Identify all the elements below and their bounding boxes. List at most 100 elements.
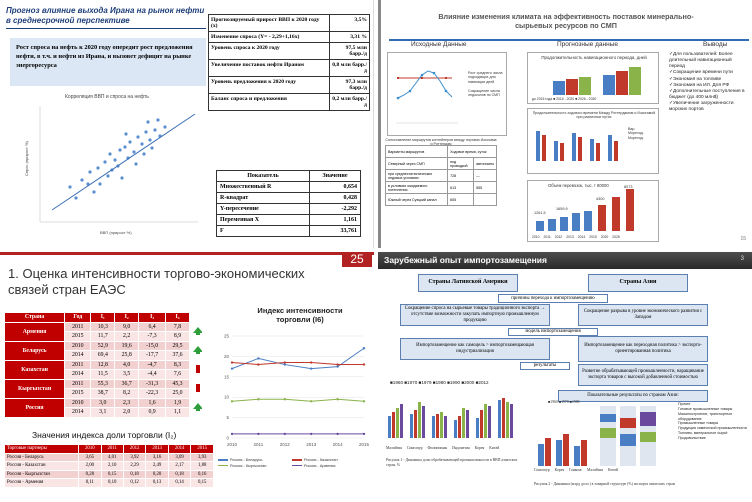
trend-line xyxy=(51,113,196,211)
index-cell: 37,6 xyxy=(165,350,190,361)
value-cell: 0,15 xyxy=(100,469,124,479)
cell: в условиях ожидаемого потепления xyxy=(384,181,449,194)
arrow-up-icon xyxy=(193,346,202,354)
right-reason-box: Сокращение разрыва в уровне экономическо… xyxy=(578,304,708,326)
index-cell: -31,3 xyxy=(138,378,167,389)
bar-value: 8073 xyxy=(624,185,633,189)
legend-label: Россия - Казахстан xyxy=(304,458,338,462)
table-row: Беларусь 2010 52,9 19,6 -15,0 29,5 xyxy=(3,340,204,361)
right-result-box: Развитие обрабатывающей промышленности, … xyxy=(578,364,708,386)
series-line xyxy=(231,362,364,366)
product-legend: Прочее Готовые промышленные товары Машин… xyxy=(678,402,748,441)
value-cell: 3,93 xyxy=(190,452,214,462)
legend-item: Машиностроение, транспортное оборудовани… xyxy=(678,411,733,421)
row-value: 0,2 млн барр./д xyxy=(329,93,370,111)
scatter-plot: Спрос (прирост %) ВВП (прирост %) xyxy=(24,106,198,235)
value-cell: 2,10 xyxy=(100,461,124,471)
header-cell: Варианты маршрутов xyxy=(384,145,449,158)
header-cell: I₁ xyxy=(90,312,116,323)
table-row: Казахстан 2011 12,8 4,0 -4,7 8,3 xyxy=(3,359,204,380)
legend-label: Россия - Кыргызстан xyxy=(230,463,267,468)
transport-volume-chart: Объем перевозок, тыс. т 80000 1261,5 165… xyxy=(527,180,659,242)
cell: автономно xyxy=(473,157,497,170)
bar-chart xyxy=(536,131,618,161)
row-value: 3,31 % xyxy=(329,31,370,43)
page-number: 25 xyxy=(342,252,372,267)
header-cell: 2011 xyxy=(100,444,124,454)
series-point xyxy=(230,361,234,364)
table-header: Страна Год I₁ I₂ I₃ I₄ xyxy=(3,312,204,323)
results-caption: результаты xyxy=(520,362,570,370)
table-header: Торговые партнеры 2010 2011 2012 2013 20… xyxy=(3,444,214,454)
year-label: 2013 xyxy=(566,235,574,239)
index-cell: 0,9 xyxy=(138,407,167,418)
slide-eaeu-trade[interactable]: 25 1. Оценка интенсивности торгово-эконо… xyxy=(0,252,374,502)
legend-item: 2016 - 2020 xyxy=(556,97,575,101)
table-row: Россия - Казахстан 2,00 2,10 2,29 2,49 2,17 1,… xyxy=(3,461,214,471)
intensity-table: Страна Год I₁ I₂ I₃ I₄ Армения 2011 10,3 9,… xyxy=(3,312,205,418)
partner-cell: Россия - Беларусь xyxy=(3,452,80,462)
country-label: Корея xyxy=(474,446,485,450)
stat-name: R-квадрат xyxy=(216,192,310,204)
route-table: Варианты маршрутов Ходовое время, суток С… xyxy=(384,145,497,206)
col-header-source: Исходные Данные xyxy=(411,41,467,48)
output-item: ✓Экономия на ИЛ. Для РФ xyxy=(669,82,730,88)
partner-cell: Россия - Казахстан xyxy=(3,461,80,471)
country-label: Сингапур xyxy=(534,468,550,472)
forecast-note: Рост спроса на нефть к 2020 году опереди… xyxy=(10,38,206,86)
left-model-box: Импортозамещение как самоцель > импортоз… xyxy=(400,338,550,360)
year-label: 2014 xyxy=(577,235,586,239)
regression-stats-table: Показатель Значение Множественный R 0,654 … xyxy=(216,170,361,237)
slide-import-substitution[interactable]: Зарубежный опыт импортозамещения 3 Стран… xyxy=(378,252,752,502)
intensity-table-body: Армения 2011 10,3 9,0 6,4 7,8 2015 11,7 2,2 -7,3 8… xyxy=(3,321,205,418)
value-cell: 2,00 xyxy=(78,461,102,471)
year-cell: 2011 xyxy=(64,359,92,370)
country-label: Филиппины xyxy=(427,446,448,450)
legend-swatch xyxy=(218,459,228,461)
output-item: ✓Увеличение загруженности морских портов xyxy=(669,101,734,113)
value-cell: 0,16 xyxy=(190,469,214,479)
index-cell: 19,6 xyxy=(114,340,140,351)
trade-share-table: Торговые партнеры 2010 2011 2012 2013 20… xyxy=(3,444,214,488)
slide-arctic-route[interactable]: Влияние изменения климата на эффективнос… xyxy=(378,0,752,248)
output-item: ✓Экономия на топливе xyxy=(669,76,722,82)
legend-item: Прочее xyxy=(678,402,691,406)
scatter-points xyxy=(68,118,167,200)
stat-value: 33,761 xyxy=(309,225,361,237)
table-row: 2014 3,1 2,0 0,9 1,1 xyxy=(5,407,205,418)
value-cell: 0,11 xyxy=(78,478,102,488)
bar-value: 4300 xyxy=(596,197,605,201)
slide-iran-oil[interactable]: Прогноз влияние выхода Ирана на рынок не… xyxy=(0,0,374,248)
asia-box: Страны Азии xyxy=(588,274,688,292)
index-cell: 3,1 xyxy=(90,407,116,418)
legend-swatch xyxy=(292,459,302,461)
series-point xyxy=(310,432,313,436)
series-point xyxy=(283,398,286,401)
legend-label: Россия - Армения xyxy=(304,463,336,468)
index-cell: 38,7 xyxy=(90,388,116,399)
table-row: F 33,761 xyxy=(216,225,361,237)
header-cell: I₄ xyxy=(165,312,190,323)
country-label: Китай xyxy=(489,446,500,450)
left-reason-box: Сокращение спроса на сырьевые товары тра… xyxy=(400,304,550,326)
stat-value: 0,654 xyxy=(309,181,361,193)
country-label: Китай xyxy=(607,468,618,472)
legend-item: Мореход. xyxy=(628,131,644,136)
right-model-box: Импортозамещение как переходная политика… xyxy=(578,336,708,362)
row-label: Увеличение поставок нефти Ираном xyxy=(208,59,330,77)
top-bar xyxy=(0,252,374,255)
table-row: Баланс спроса и предложения 0,2 млн барр.… xyxy=(208,93,370,111)
country-cell: Беларусь xyxy=(3,340,66,361)
table-row: Южный через Суэцкий канал 605 xyxy=(384,193,497,206)
header-cell: Год xyxy=(64,312,92,323)
year-label: 2012 xyxy=(554,235,563,239)
index-cell: -7,3 xyxy=(138,331,167,342)
index-cell: 8,2 xyxy=(114,388,140,399)
trade-share-body: Россия - Беларусь 3,65 4,01 3,92 3,16 3,09 3,9… xyxy=(3,452,214,488)
value-cell: 0,18 xyxy=(167,469,192,479)
years-legend: ■1960 ■1970 ■1980 xyxy=(548,400,580,404)
y-axis-label: Спрос (прирост %) xyxy=(24,140,29,176)
index-cell: 2,3 xyxy=(114,397,140,408)
stat-name: Множественный R xyxy=(216,181,310,193)
page-number: 3 xyxy=(740,256,744,262)
